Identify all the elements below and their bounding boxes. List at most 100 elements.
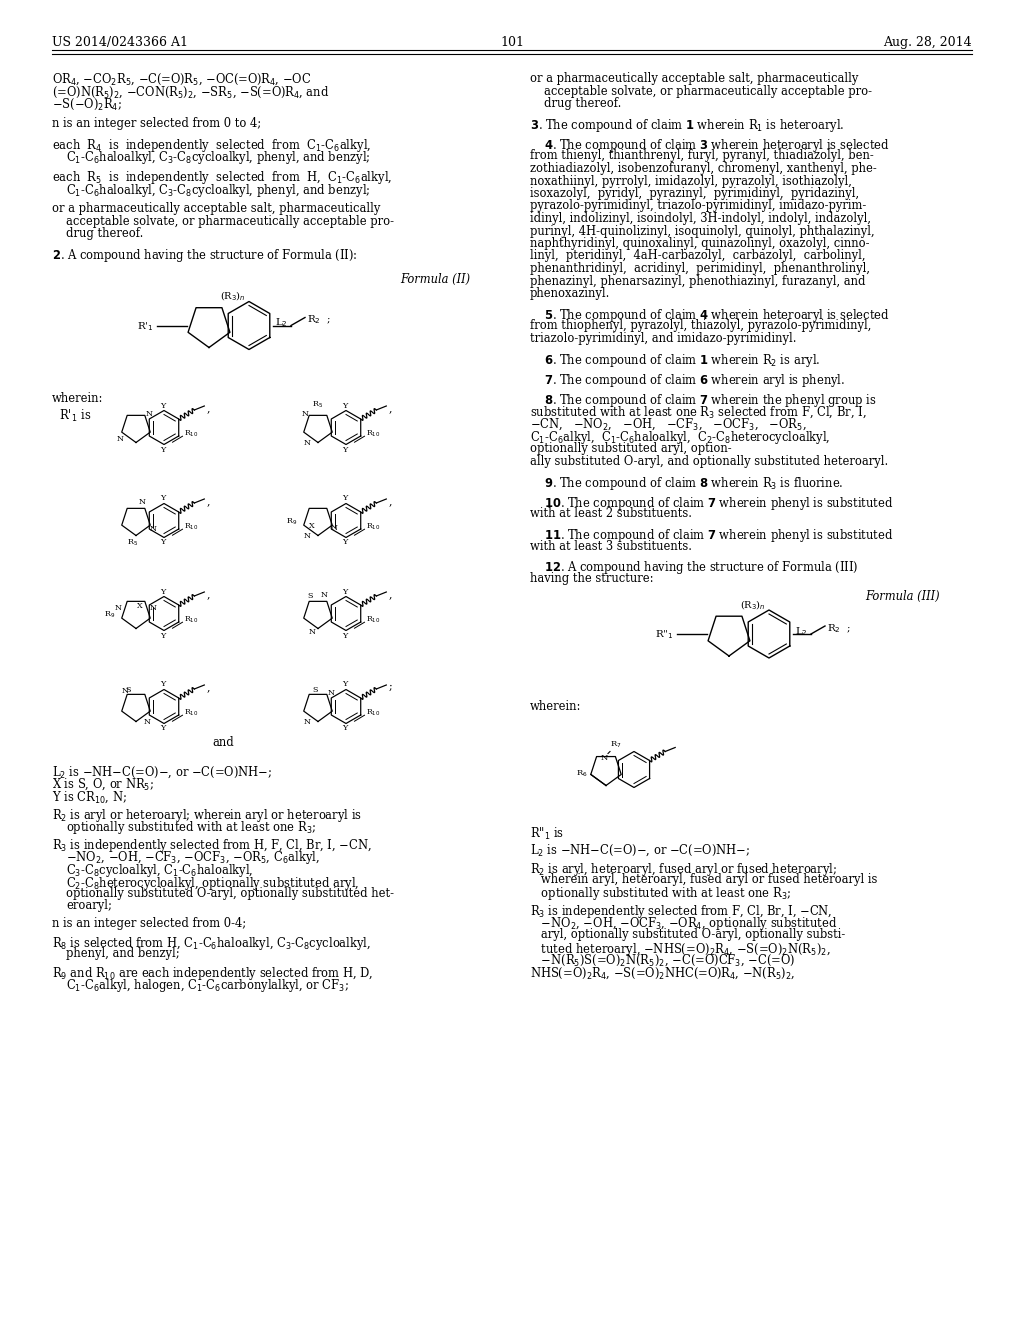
Text: with at least 3 substituents.: with at least 3 substituents. [530,540,692,553]
Text: N: N [303,438,310,447]
Text: R$_9$: R$_9$ [286,516,297,527]
Text: R"$_1$ is: R"$_1$ is [530,825,564,842]
Text: with at least 2 substituents.: with at least 2 substituents. [530,507,692,520]
Text: N: N [303,718,310,726]
Text: Y: Y [161,539,166,546]
Text: $-$NO$_2$, $-$OH, $-$OCF$_3$, $-$OR$_4$, optionally substituted: $-$NO$_2$, $-$OH, $-$OCF$_3$, $-$OR$_4$,… [530,916,838,932]
Text: triazolo-pyrimidinyl, and imidazo-pyrimidinyl.: triazolo-pyrimidinyl, and imidazo-pyrimi… [530,333,797,345]
Text: $\mathbf{2}$. A compound having the structure of Formula (II):: $\mathbf{2}$. A compound having the stru… [52,247,357,264]
Text: R$_5$: R$_5$ [127,537,138,548]
Text: phenazinyl, phenarsazinyl, phenothiazinyl, furazanyl, and: phenazinyl, phenarsazinyl, phenothiaziny… [530,275,865,288]
Text: Y: Y [161,725,166,733]
Text: having the structure:: having the structure: [530,572,653,585]
Text: n is an integer selected from 0 to 4;: n is an integer selected from 0 to 4; [52,117,261,129]
Text: R$_{10}$: R$_{10}$ [366,615,380,626]
Text: optionally substituted aryl, option-: optionally substituted aryl, option- [530,442,731,455]
Text: N: N [117,434,124,442]
Text: eroaryl;: eroaryl; [66,899,112,912]
Text: L$_2$ is $-$NH$-$C(=O)$-$, or $-$C(=O)NH$-$;: L$_2$ is $-$NH$-$C(=O)$-$, or $-$C(=O)NH… [530,843,751,858]
Text: N: N [303,532,310,540]
Text: Y: Y [342,681,348,689]
Text: N: N [308,627,315,635]
Text: N: N [121,688,128,696]
Text: N: N [150,605,157,612]
Text: $\mathbf{5}$. The compound of claim $\mathbf{4}$ wherein heteroaryl is selected: $\mathbf{5}$. The compound of claim $\ma… [544,308,890,323]
Text: ,: , [206,403,210,413]
Text: Formula (III): Formula (III) [865,590,940,603]
Text: wherein:: wherein: [52,392,103,405]
Text: linyl,  pteridinyl,  4aH-carbazolyl,  carbazolyl,  carbolinyl,: linyl, pteridinyl, 4aH-carbazolyl, carba… [530,249,865,263]
Text: each  R$_4$  is  independently  selected  from  C$_1$-C$_6$alkyl,: each R$_4$ is independently selected fro… [52,137,372,154]
Text: C$_2$-C$_8$heterocycloalkyl, optionally substituted aryl,: C$_2$-C$_8$heterocycloalkyl, optionally … [66,874,359,891]
Text: pyrazolo-pyrimidinyl, triazolo-pyrimidinyl, imidazo-pyrim-: pyrazolo-pyrimidinyl, triazolo-pyrimidin… [530,199,866,213]
Text: X is S, O, or NR$_5$;: X is S, O, or NR$_5$; [52,777,155,792]
Text: L$_2$: L$_2$ [795,624,808,638]
Text: R"$_1$: R"$_1$ [655,628,674,642]
Text: (R$_3$)$_n$: (R$_3$)$_n$ [740,598,766,611]
Text: $\mathbf{8}$. The compound of claim $\mathbf{7}$ wherein the phenyl group is: $\mathbf{8}$. The compound of claim $\ma… [544,392,877,409]
Text: from thiophenyl, pyrazolyl, thiazolyl, pyrazolo-pyrimidinyl,: from thiophenyl, pyrazolyl, thiazolyl, p… [530,319,871,333]
Text: $-$CN,   $-$NO$_2$,   $-$OH,   $-$CF$_3$,   $-$OCF$_3$,   $-$OR$_5$,: $-$CN, $-$NO$_2$, $-$OH, $-$CF$_3$, $-$O… [530,417,807,433]
Text: Y: Y [161,495,166,503]
Text: optionally substituted with at least one R$_3$;: optionally substituted with at least one… [530,886,792,903]
Text: X: X [137,602,143,610]
Text: from thienyl, thianthrenyl, furyl, pyranyl, thiadiazolyl, ben-: from thienyl, thianthrenyl, furyl, pyran… [530,149,873,162]
Text: drug thereof.: drug thereof. [66,227,143,240]
Text: R$_2$  ;: R$_2$ ; [307,314,331,326]
Text: $\mathbf{6}$. The compound of claim $\mathbf{1}$ wherein R$_2$ is aryl.: $\mathbf{6}$. The compound of claim $\ma… [544,352,820,370]
Text: C$_3$-C$_8$cycloalkyl, C$_1$-C$_6$haloalkyl,: C$_3$-C$_8$cycloalkyl, C$_1$-C$_6$haloal… [66,862,253,879]
Text: N: N [301,409,308,417]
Text: acceptable solvate, or pharmaceutically acceptable pro-: acceptable solvate, or pharmaceutically … [66,214,394,227]
Text: R$_7$: R$_7$ [610,739,622,750]
Text: phenanthridinyl,  acridinyl,  perimidinyl,  phenanthrolinyl,: phenanthridinyl, acridinyl, perimidinyl,… [530,261,870,275]
Text: $-$S($-$O)$_2$R$_4$;: $-$S($-$O)$_2$R$_4$; [52,96,122,112]
Text: R$_{10}$: R$_{10}$ [183,708,198,718]
Text: Y: Y [342,401,348,409]
Text: N: N [150,524,157,532]
Text: n is an integer selected from 0-4;: n is an integer selected from 0-4; [52,917,246,931]
Text: purinyl, 4H-quinolizinyl, isoquinolyl, quinolyl, phthalazinyl,: purinyl, 4H-quinolizinyl, isoquinolyl, q… [530,224,874,238]
Text: wherein aryl, heteroaryl, fused aryl or fused heteroaryl is: wherein aryl, heteroaryl, fused aryl or … [530,873,878,886]
Text: Y: Y [161,446,166,454]
Text: N: N [143,718,151,726]
Text: or a pharmaceutically acceptable salt, pharmaceutically: or a pharmaceutically acceptable salt, p… [530,73,858,84]
Text: N: N [600,754,607,762]
Text: N: N [331,524,338,532]
Text: R'$_1$ is: R'$_1$ is [52,408,91,424]
Text: $-$N(R$_5$)S(=O)$_2$N(R$_5$)$_2$, $-$C(=O)CF$_3$, $-$C(=O): $-$N(R$_5$)S(=O)$_2$N(R$_5$)$_2$, $-$C(=… [530,953,796,969]
Text: ,: , [206,496,210,506]
Text: zothiadiazolyl, isobenzofuranyl, chromenyl, xanthenyl, phe-: zothiadiazolyl, isobenzofuranyl, chromen… [530,162,877,176]
Text: tuted heteroaryl, $-$NHS(=O)$_2$R$_4$, $-$S(=O)$_2$N(R$_5$)$_2$,: tuted heteroaryl, $-$NHS(=O)$_2$R$_4$, $… [530,940,830,957]
Text: aryl, optionally substituted O-aryl, optionally substi-: aryl, optionally substituted O-aryl, opt… [530,928,845,941]
Text: Y: Y [342,446,348,454]
Text: OR$_4$, $-$CO$_2$R$_5$, $-$C(=O)R$_5$, $-$OC(=O)R$_4$, $-$OC: OR$_4$, $-$CO$_2$R$_5$, $-$C(=O)R$_5$, $… [52,73,311,87]
Text: X: X [309,523,314,531]
Text: N: N [115,603,122,611]
Text: $\mathbf{12}$. A compound having the structure of Formula (III): $\mathbf{12}$. A compound having the str… [544,560,858,577]
Text: $\mathbf{11}$. The compound of claim $\mathbf{7}$ wherein phenyl is substituted: $\mathbf{11}$. The compound of claim $\m… [544,527,894,544]
Text: ,: , [388,589,392,599]
Text: US 2014/0243366 A1: US 2014/0243366 A1 [52,36,188,49]
Text: R$_9$ and R$_{10}$ are each independently selected from H, D,: R$_9$ and R$_{10}$ are each independentl… [52,965,374,982]
Text: Y: Y [342,631,348,639]
Text: C$_1$-C$_6$alkyl,  C$_1$-C$_6$haloalkyl,  C$_2$-C$_8$heterocycloalkyl,: C$_1$-C$_6$alkyl, C$_1$-C$_6$haloalkyl, … [530,429,830,446]
Text: $\mathbf{4}$. The compound of claim $\mathbf{3}$ wherein heteroaryl is selected: $\mathbf{4}$. The compound of claim $\ma… [544,137,890,154]
Text: ,: , [206,682,210,692]
Text: R$_8$ is selected from H, C$_1$-C$_6$haloalkyl, C$_3$-C$_8$cycloalkyl,: R$_8$ is selected from H, C$_1$-C$_6$hal… [52,935,371,952]
Text: R$_{10}$: R$_{10}$ [366,521,380,532]
Text: naphthyridinyl, quinoxalinyl, quinazolinyl, oxazolyl, cinno-: naphthyridinyl, quinoxalinyl, quinazolin… [530,238,869,249]
Text: R$_{10}$: R$_{10}$ [183,521,198,532]
Text: optionally substituted O-aryl, optionally substituted het-: optionally substituted O-aryl, optionall… [66,887,394,900]
Text: N: N [145,409,153,417]
Text: L$_2$ is $-$NH$-$C(=O)$-$, or $-$C(=O)NH$-$;: L$_2$ is $-$NH$-$C(=O)$-$, or $-$C(=O)NH… [52,764,272,780]
Text: optionally substituted with at least one R$_3$;: optionally substituted with at least one… [66,820,316,837]
Text: (=O)N(R$_5$)$_2$, $-$CON(R$_5$)$_2$, $-$SR$_5$, $-$S(=O)R$_4$, and: (=O)N(R$_5$)$_2$, $-$CON(R$_5$)$_2$, $-$… [52,84,330,100]
Text: R$_3$ is independently selected from F, Cl, Br, I, $-$CN,: R$_3$ is independently selected from F, … [530,903,833,920]
Text: S: S [125,685,131,693]
Text: R$_9$: R$_9$ [103,610,115,620]
Text: wherein:: wherein: [530,700,582,713]
Text: $-$NO$_2$, $-$OH, $-$CF$_3$, $-$OCF$_3$, $-$OR$_5$, C$_6$alkyl,: $-$NO$_2$, $-$OH, $-$CF$_3$, $-$OCF$_3$,… [66,850,319,866]
Text: $\mathbf{3}$. The compound of claim $\mathbf{1}$ wherein R$_1$ is heteroaryl.: $\mathbf{3}$. The compound of claim $\ma… [530,117,845,135]
Text: Y: Y [161,401,166,409]
Text: ,: , [388,403,392,413]
